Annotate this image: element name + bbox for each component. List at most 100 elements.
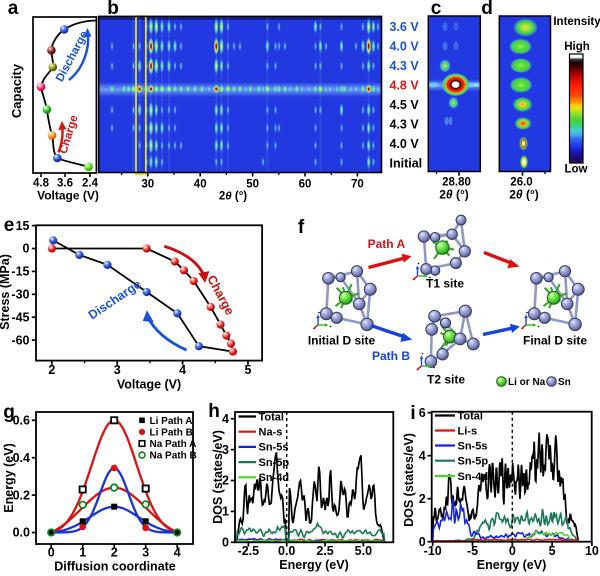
svg-text:Intensity: Intensity [553,16,600,28]
svg-text:DOS (states/eV): DOS (states/eV) [402,433,416,527]
svg-text:60: 60 [299,179,312,191]
svg-text:5.0: 5.0 [355,544,372,558]
svg-text:3: 3 [114,363,121,377]
svg-text:T2 site: T2 site [427,373,465,387]
svg-text:d: d [481,0,493,19]
svg-text:Sn: Sn [558,377,571,388]
svg-text:g: g [3,402,15,423]
svg-text:4: 4 [222,412,229,426]
svg-text:Li or Na: Li or Na [508,377,546,388]
svg-text:Low: Low [565,164,588,176]
svg-text:2.4: 2.4 [82,178,99,190]
svg-text:High: High [564,41,590,53]
svg-text:T1 site: T1 site [426,277,464,291]
svg-text:h: h [208,401,220,422]
svg-text:2: 2 [111,546,118,560]
svg-text:Na Path B: Na Path B [150,451,197,462]
svg-text:Total: Total [458,410,483,422]
svg-text:Path B: Path B [372,349,410,363]
svg-text:1: 1 [79,546,86,560]
svg-text:Sn-5p: Sn-5p [458,456,489,468]
svg-text:Sn-5p: Sn-5p [259,457,290,469]
svg-text:2.5: 2.5 [316,544,333,558]
svg-text:4.8: 4.8 [33,178,50,190]
svg-text:3: 3 [222,443,229,457]
svg-text:Initial D site: Initial D site [308,334,376,348]
svg-text:f: f [298,217,305,238]
svg-text:Voltage (V): Voltage (V) [117,378,181,392]
svg-text:b: b [107,0,119,19]
svg-text:4.0 V: 4.0 V [390,40,420,54]
svg-text:5: 5 [549,544,556,558]
svg-text:3.6 V: 3.6 V [390,20,420,34]
svg-text:3: 3 [142,546,149,560]
svg-text:a: a [8,0,19,19]
svg-text:Capacity: Capacity [9,63,24,118]
svg-text:Charge: Charge [58,114,81,155]
svg-text:-10: -10 [424,544,442,558]
svg-text:4.3 V: 4.3 V [390,118,420,132]
svg-text:40: 40 [194,179,207,191]
svg-text:0: 0 [222,536,229,550]
svg-text:15: 15 [16,219,30,233]
svg-text:4: 4 [179,363,186,377]
svg-text:30: 30 [141,179,154,191]
svg-text:4: 4 [174,546,181,560]
svg-text:4.8 V: 4.8 V [390,79,420,93]
svg-text:0: 0 [23,242,30,256]
svg-text:0: 0 [48,546,55,560]
svg-text:0.6: 0.6 [13,414,30,428]
svg-text:-30: -30 [11,288,29,302]
svg-text:0.4: 0.4 [13,451,30,465]
svg-text:DOS (states/eV): DOS (states/eV) [211,430,225,524]
svg-text:5: 5 [244,363,251,377]
svg-text:Diffusion coordinate: Diffusion coordinate [54,560,176,574]
svg-text:-5: -5 [467,544,478,558]
svg-text:e: e [4,215,15,236]
svg-text:50: 50 [246,179,259,191]
svg-text:Sn-5s: Sn-5s [458,440,488,452]
svg-text:Energy (eV): Energy (eV) [477,558,546,572]
svg-text:4.0 V: 4.0 V [390,137,420,151]
svg-text:Li-s: Li-s [458,425,478,437]
svg-text:10: 10 [585,544,599,558]
svg-text:Sn-5s: Sn-5s [259,442,289,454]
svg-text:Path A: Path A [368,237,406,251]
svg-text:Li Path A: Li Path A [150,416,193,427]
svg-text:Initial: Initial [390,156,423,170]
svg-text:Voltage (V): Voltage (V) [37,189,99,203]
svg-text:Energy (eV): Energy (eV) [279,558,348,572]
svg-text:Final D site: Final D site [523,334,587,348]
svg-text:Total: Total [259,411,284,423]
svg-text:1: 1 [222,505,229,519]
svg-text:2θ (°): 2θ (°) [509,188,539,202]
svg-text:Discharge: Discharge [86,277,144,322]
svg-text:c: c [431,0,442,19]
svg-text:0.2: 0.2 [13,488,30,502]
svg-text:Na Path A: Na Path A [150,439,197,450]
svg-text:28.80: 28.80 [442,177,471,189]
svg-text:-15: -15 [11,265,29,279]
svg-text:2: 2 [419,492,426,506]
svg-text:-60: -60 [11,333,29,347]
svg-text:Li Path B: Li Path B [150,427,193,438]
svg-text:3.6: 3.6 [57,178,73,190]
svg-text:0: 0 [419,535,426,549]
svg-text:70: 70 [351,179,364,191]
svg-text:0: 0 [509,544,516,558]
svg-text:0.0: 0.0 [278,544,295,558]
svg-text:Energy (eV): Energy (eV) [2,443,16,512]
svg-text:0.0: 0.0 [13,526,30,540]
svg-text:26.0: 26.0 [510,177,532,189]
svg-text:i: i [410,403,415,424]
svg-text:Sn-4d: Sn-4d [259,472,290,484]
svg-text:6: 6 [419,406,426,420]
svg-text:4.3 V: 4.3 V [390,59,420,73]
svg-text:4: 4 [419,449,426,463]
svg-text:2θ (°): 2θ (°) [439,188,469,202]
svg-text:Sn-4d: Sn-4d [458,471,489,483]
svg-text:-45: -45 [11,310,29,324]
svg-text:-2.5: -2.5 [238,544,260,558]
svg-text:4.5 V: 4.5 V [390,98,420,112]
svg-text:Na-s: Na-s [259,427,283,439]
